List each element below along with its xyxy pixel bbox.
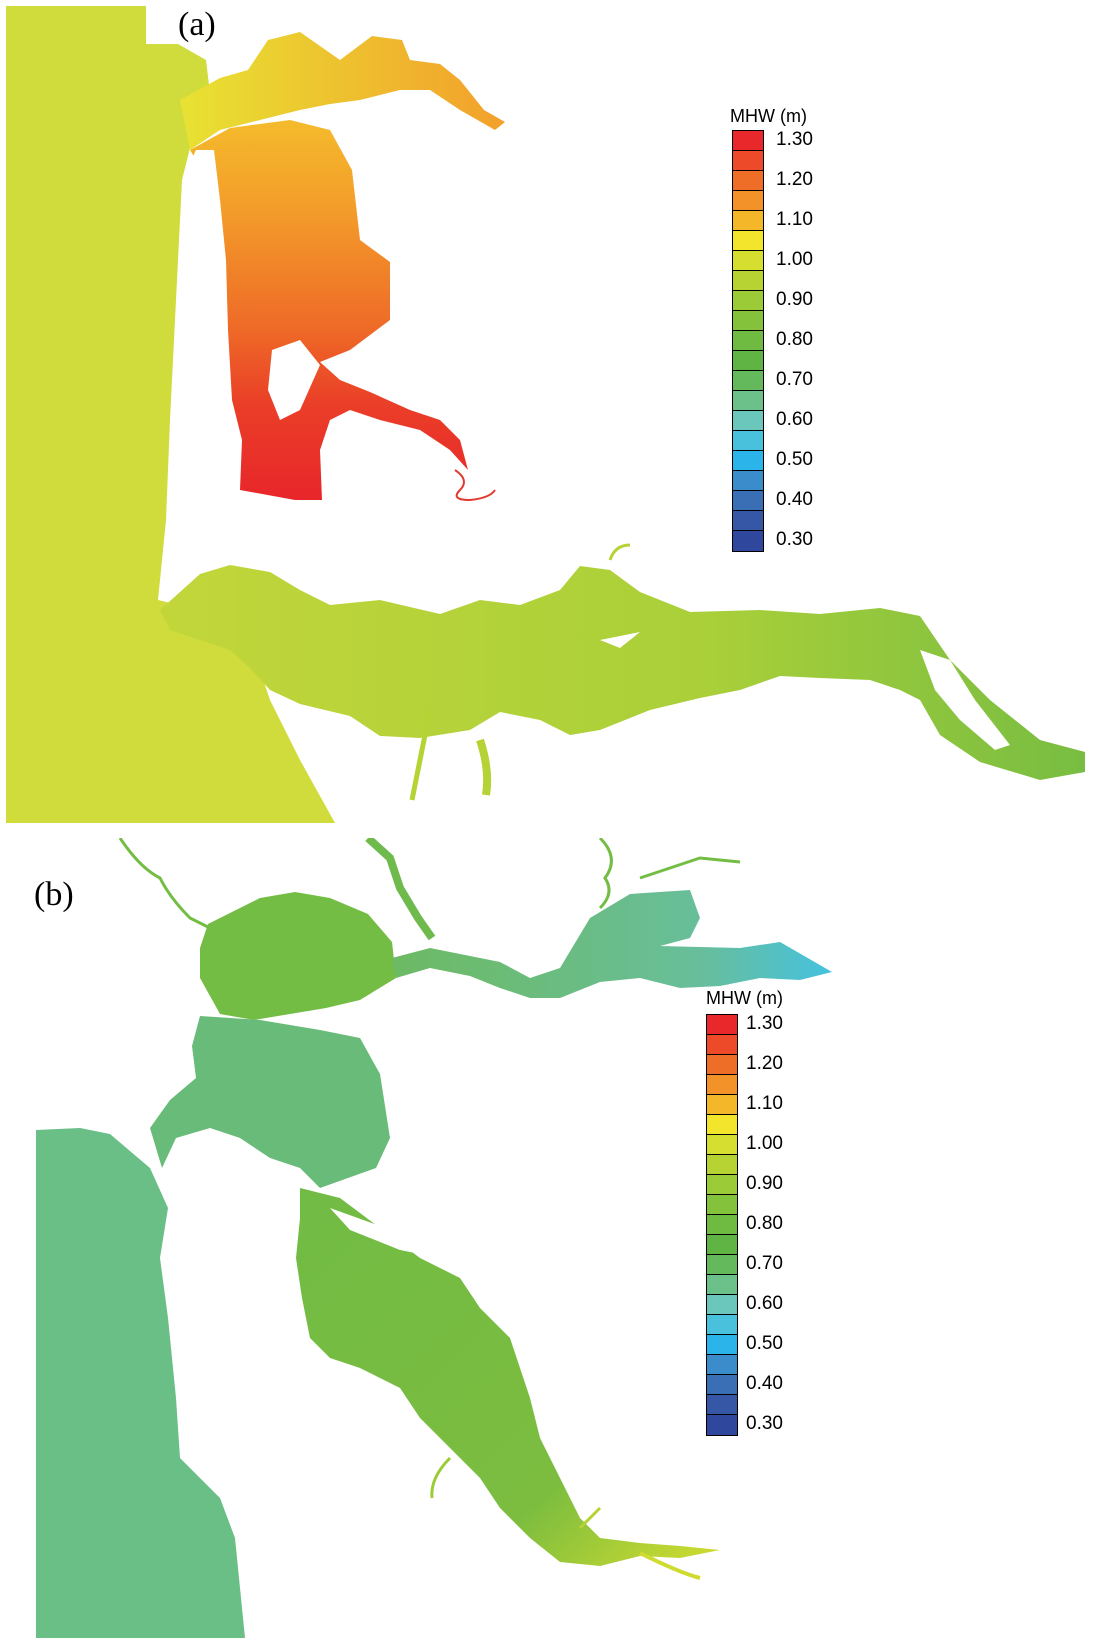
legend-color-cell (733, 411, 763, 431)
panel-a: (a) MHW (m) 1.30 1.20 1.10 1.00 0.90 0.80 0.70… (6, 6, 1085, 823)
legend-title: MHW (m) (730, 106, 807, 126)
channel-island-b (600, 632, 640, 648)
legend-color-cell (733, 391, 763, 411)
legend-tick-label: 0.90 (746, 1173, 783, 1194)
tributary-a3 (608, 543, 631, 561)
legend-color-cell (707, 1135, 737, 1155)
legend-tick-label: 0.50 (746, 1333, 783, 1354)
legend-tick-label: 0.30 (746, 1413, 783, 1434)
legend-tick-label: 0.30 (776, 529, 813, 550)
bay-central-b (150, 1016, 390, 1188)
legend-color-cell (707, 1235, 737, 1255)
legend-color-cell (707, 1295, 737, 1315)
mhw-map-a (6, 6, 1085, 823)
legend-color-cell (733, 131, 763, 151)
legend-tick-label: 0.70 (776, 369, 813, 390)
legend-color-cell (707, 1055, 737, 1075)
legend-color-cell (733, 291, 763, 311)
bay-south-b (296, 1188, 720, 1566)
legend-color-cell (707, 1015, 737, 1035)
legend-color-cell (707, 1275, 737, 1295)
legend-color-cell (733, 491, 763, 511)
legend-color-cell (733, 251, 763, 271)
legend-color-cell (707, 1415, 737, 1435)
tributary-b3 (639, 1551, 701, 1580)
legend-tick-label: 1.20 (746, 1053, 783, 1074)
panel-label-b: (b) (34, 876, 74, 913)
tributary-a1 (409, 709, 433, 801)
strait-b (392, 890, 832, 998)
legend-tick-label: 1.10 (746, 1093, 783, 1114)
legend-tick-label: 1.30 (746, 1013, 783, 1034)
legend-color-cell (733, 431, 763, 451)
legend-tick-label: 0.80 (776, 329, 813, 350)
legend-color-cell (707, 1155, 737, 1175)
land-strip-a (166, 150, 240, 600)
legend-color-cell (733, 451, 763, 471)
legend-tick-label: 0.70 (746, 1253, 783, 1274)
color-bar (706, 1014, 738, 1436)
legend-tick-label: 1.10 (776, 209, 813, 230)
bay-north-b (200, 892, 396, 1020)
legend-tick-label: 1.30 (776, 129, 813, 150)
legend-tick-label: 1.20 (776, 169, 813, 190)
legend-tick-label: 0.60 (746, 1293, 783, 1314)
legend-tick-label: 0.80 (746, 1213, 783, 1234)
legend-color-cell (733, 171, 763, 191)
river-napa-b (365, 838, 436, 941)
legend-color-cell (733, 351, 763, 371)
legend-color-cell (733, 311, 763, 331)
legend-color-cell (733, 231, 763, 251)
river-petaluma-b (118, 838, 211, 930)
legend-tick-label: 1.00 (746, 1133, 783, 1154)
legend-color-cell (707, 1395, 737, 1415)
tributary-a2 (476, 738, 492, 796)
legend-color-cell (707, 1195, 737, 1215)
tributary-b2 (578, 1506, 602, 1530)
legend-color-cell (707, 1355, 737, 1375)
legend-tick-label: 0.90 (776, 289, 813, 310)
mhw-map-b (36, 838, 832, 1638)
bay-north-a (180, 32, 505, 150)
color-bar (732, 130, 764, 552)
legend-color-cell (707, 1115, 737, 1135)
legend-color-cell (707, 1175, 737, 1195)
legend-color-cell (733, 271, 763, 291)
legend-color-cell (707, 1335, 737, 1355)
legend-tick-label: 0.40 (746, 1373, 783, 1394)
legend-tick-label: 1.00 (776, 249, 813, 270)
legend-color-cell (707, 1255, 737, 1275)
legend-color-cell (733, 371, 763, 391)
bay-main-a (190, 120, 468, 500)
legend-color-cell (733, 531, 763, 551)
ocean-area-b (36, 1128, 245, 1638)
river-sacramento-b (598, 838, 613, 910)
legend-color-cell (707, 1315, 737, 1335)
legend-color-cell (707, 1035, 737, 1055)
legend-color-cell (707, 1215, 737, 1235)
tributary-b1 (430, 1456, 452, 1499)
ocean-area-a (6, 6, 335, 823)
legend-color-cell (707, 1095, 737, 1115)
legend-tick-label: 0.40 (776, 489, 813, 510)
legend-color-cell (707, 1375, 737, 1395)
panel-label-a: (a) (178, 6, 216, 43)
legend-title: MHW (m) (706, 988, 783, 1008)
legend-color-cell (733, 471, 763, 491)
legend-color-cell (733, 211, 763, 231)
river-delta-b (639, 856, 741, 880)
panel-b: (b) MHW (m) 1.30 1.20 1.10 1.00 0.90 0.80 0.70… (0, 838, 1120, 1638)
estuary-channel-a (160, 565, 1085, 780)
bay-island-a (268, 340, 320, 420)
legend-color-cell (707, 1075, 737, 1095)
legend-color-cell (733, 331, 763, 351)
river-tail-a (454, 469, 496, 502)
channel-island-a (920, 650, 1010, 750)
legend-color-cell (733, 511, 763, 531)
legend-color-cell (733, 191, 763, 211)
land-inlet-b (330, 1208, 470, 1258)
legend-color-cell (733, 151, 763, 171)
legend-tick-label: 0.60 (776, 409, 813, 430)
legend-tick-label: 0.50 (776, 449, 813, 470)
